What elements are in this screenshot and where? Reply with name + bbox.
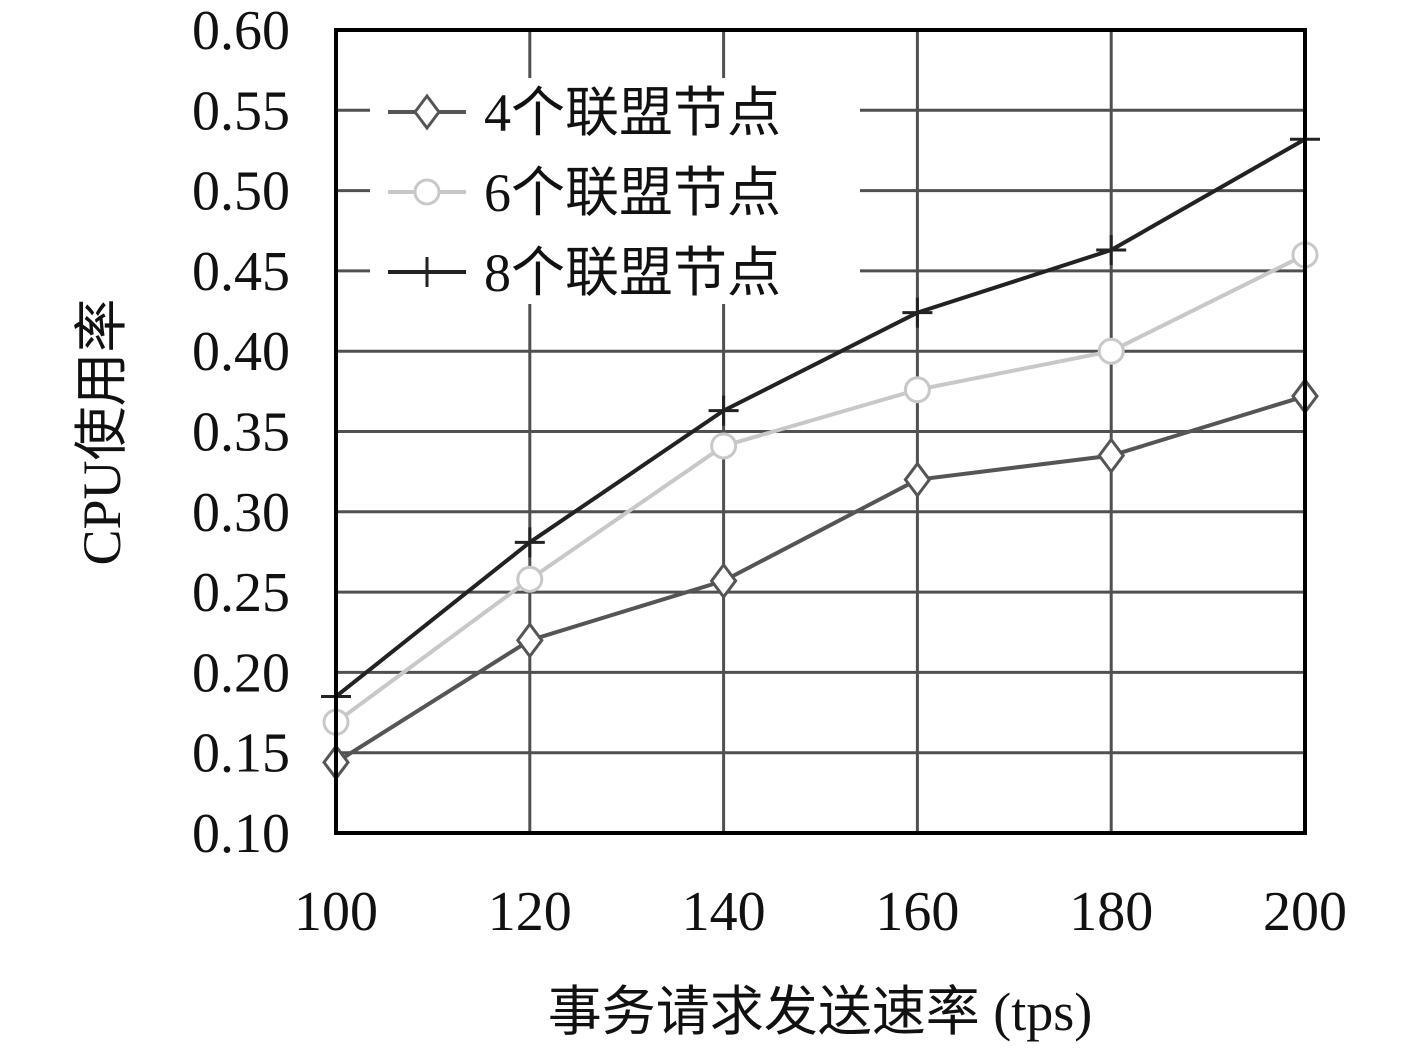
legend: 4个联盟节点 6个联盟节点 8个联盟节点 (370, 78, 860, 304)
legend-item: 4个联盟节点 (388, 83, 781, 143)
data-point-circle (1097, 337, 1125, 365)
series-2 (322, 241, 1319, 736)
data-point-diamond (903, 461, 932, 499)
legend-label: 4个联盟节点 (484, 83, 781, 143)
legend-marker-plus (412, 257, 442, 287)
legend-marker-circle (413, 178, 441, 206)
series-layer (321, 124, 1320, 781)
y-tick-label: 0.50 (192, 161, 290, 223)
series-1 (322, 377, 1319, 781)
legend-label: 8个联盟节点 (484, 243, 781, 303)
legend-item: 8个联盟节点 (388, 243, 781, 303)
data-point-diamond (515, 621, 544, 659)
legend-item: 6个联盟节点 (388, 163, 781, 223)
y-tick-label: 0.15 (192, 723, 290, 785)
data-point-circle (516, 565, 544, 593)
data-point-plus (708, 395, 739, 426)
y-tick-label: 0.10 (192, 803, 290, 865)
data-point-circle (903, 376, 931, 404)
y-tick-label: 0.25 (192, 562, 290, 624)
y-tick-label: 0.40 (192, 321, 290, 383)
x-tick-label: 180 (1069, 881, 1153, 943)
series-line (334, 137, 1306, 699)
data-point-circle (710, 432, 738, 460)
x-tick-label: 200 (1263, 881, 1347, 943)
y-tick-label: 0.20 (192, 642, 290, 704)
x-tick-label: 120 (488, 881, 572, 943)
plot-frame (334, 28, 1307, 835)
data-point-diamond (709, 562, 738, 600)
x-tick-label: 160 (875, 881, 959, 943)
legend-label: 6个联盟节点 (484, 163, 781, 223)
series-line (334, 394, 1306, 765)
axes (334, 28, 1307, 835)
y-tick-label: 0.60 (192, 0, 290, 62)
data-point-plus (1096, 235, 1127, 266)
y-tick-label: 0.35 (192, 402, 290, 464)
y-tick-label: 0.30 (192, 482, 290, 544)
y-axis-title: CPU使用率 (72, 298, 132, 565)
data-point-diamond (1097, 437, 1126, 475)
x-tick-label: 100 (294, 881, 378, 943)
series-line (334, 253, 1306, 724)
legend-marker-diamond (413, 93, 441, 131)
x-axis-title: 事务请求发送速率 (tps) (548, 982, 1092, 1042)
y-tick-label: 0.45 (192, 241, 290, 303)
data-point-plus (902, 297, 933, 328)
data-point-plus (514, 527, 545, 558)
series-3 (321, 124, 1320, 712)
y-tick-label: 0.55 (192, 80, 290, 142)
tick-labels: 0.10 0.15 0.20 0.25 0.30 0.35 0.40 0.45 0.50 0.55… (192, 0, 1347, 943)
x-tick-label: 140 (682, 881, 766, 943)
